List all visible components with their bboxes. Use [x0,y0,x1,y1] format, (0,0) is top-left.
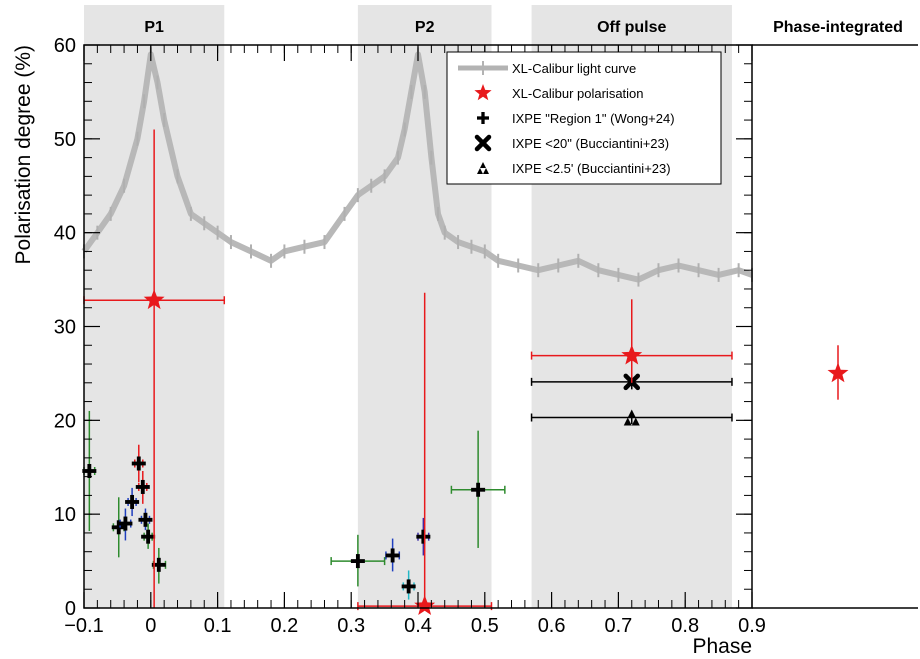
x-tick-label: 0.8 [671,615,699,637]
y-tick-label: 0 [65,598,76,620]
plus-marker [156,557,161,572]
plus-marker [146,529,151,544]
plus-marker [390,548,395,563]
legend-entry-b25: IXPE <2.5' (Bucciantini+23) [477,161,671,176]
plus-point-3 [125,487,140,517]
triangle-marker [477,168,483,174]
plus-marker [136,456,141,471]
plus-marker [421,529,426,544]
y-tick-label: 40 [54,223,76,245]
plus-marker [116,520,121,535]
region-label-1: P2 [415,19,435,36]
plus-marker [87,464,92,479]
phase-integrated-point [827,345,849,400]
y-tick-label: 60 [54,35,76,57]
x-tick-label: 0.3 [337,615,365,637]
y-tick-label: 30 [54,317,76,339]
x-tick-label: 0.6 [538,615,566,637]
region-label-2: Off pulse [597,19,666,36]
y-tick-label: 10 [54,504,76,526]
star-point-1 [357,292,493,615]
light-curve-line [81,51,753,283]
plus-point-13 [450,430,506,548]
legend-entry-xl_pol: XL-Calibur polarisation [474,84,644,101]
plus-point-12 [416,517,431,556]
legend-label: XL-Calibur polarisation [512,86,644,101]
legend-label: IXPE <20" (Bucciantini+23) [512,136,669,151]
plus-marker [143,512,148,527]
plus-point-9 [330,534,386,587]
triangle-marker [631,417,640,426]
x-tick-label: 0.4 [404,615,432,637]
star-marker [474,84,492,101]
plus-marker [406,579,411,594]
plus-point-11 [401,570,416,600]
plus-marker [140,479,145,494]
plus-marker [481,112,485,124]
legend-label: IXPE "Region 1" (Wong+24) [512,111,675,126]
side-panel-title: Phase-integrated [773,19,903,36]
x-tick-label: 0 [145,615,156,637]
triangle-marker [627,409,636,418]
plus-marker [130,494,135,509]
triangle-marker [483,168,489,174]
plus-marker [476,482,481,497]
plus-marker [355,554,360,569]
plus-point-6 [138,508,153,531]
star-marker [143,289,165,310]
legend-box [446,51,722,185]
x-tick-label: 0.9 [738,615,766,637]
plus-marker [123,516,128,531]
y-tick-label: 50 [54,129,76,151]
legend-label: XL-Calibur light curve [512,61,636,76]
region-label-0: P1 [144,19,164,36]
star-point-2 [530,299,733,383]
legend-entry-light_curve: XL-Calibur light curve [458,61,636,76]
y-tick-label: 20 [54,410,76,432]
cross-marker [474,134,492,152]
legend: XL-Calibur light curve XL-Calibur polaris… [446,51,722,185]
x-tick-label: 0.2 [270,615,298,637]
x-tick-label: 0.7 [604,615,632,637]
legend-label: IXPE <2.5' (Bucciantini+23) [512,161,671,176]
y-axis-title: Polarisation degree (%) [12,45,35,264]
legend-entry-region1: IXPE "Region 1" (Wong+24) [477,111,675,126]
x-tick-label: 0.1 [204,615,232,637]
plus-point-10 [385,538,401,572]
x-axis-title: Phase [692,635,752,658]
star-marker [621,344,643,365]
x-tick-label: −0.1 [64,615,103,637]
triangle-marker [480,162,486,168]
plus-point-4 [131,444,146,483]
x-tick-label: 0.5 [471,615,499,637]
plus-point-5 [135,471,150,504]
triangle-marker [623,417,632,426]
star-marker [827,362,849,383]
polarisation-points [82,129,849,615]
legend-entry-b20: IXPE <20" (Bucciantini+23) [474,134,669,152]
star-marker [414,595,436,615]
axis-ticks: −0.1 0 0.1 0.2 0.3 0.4 0.5 0.6 0.7 0.8 0.901020304… [54,35,766,637]
plus-point-2 [118,508,133,541]
triangles-point-0 [530,409,733,426]
plus-point-7 [141,523,156,549]
